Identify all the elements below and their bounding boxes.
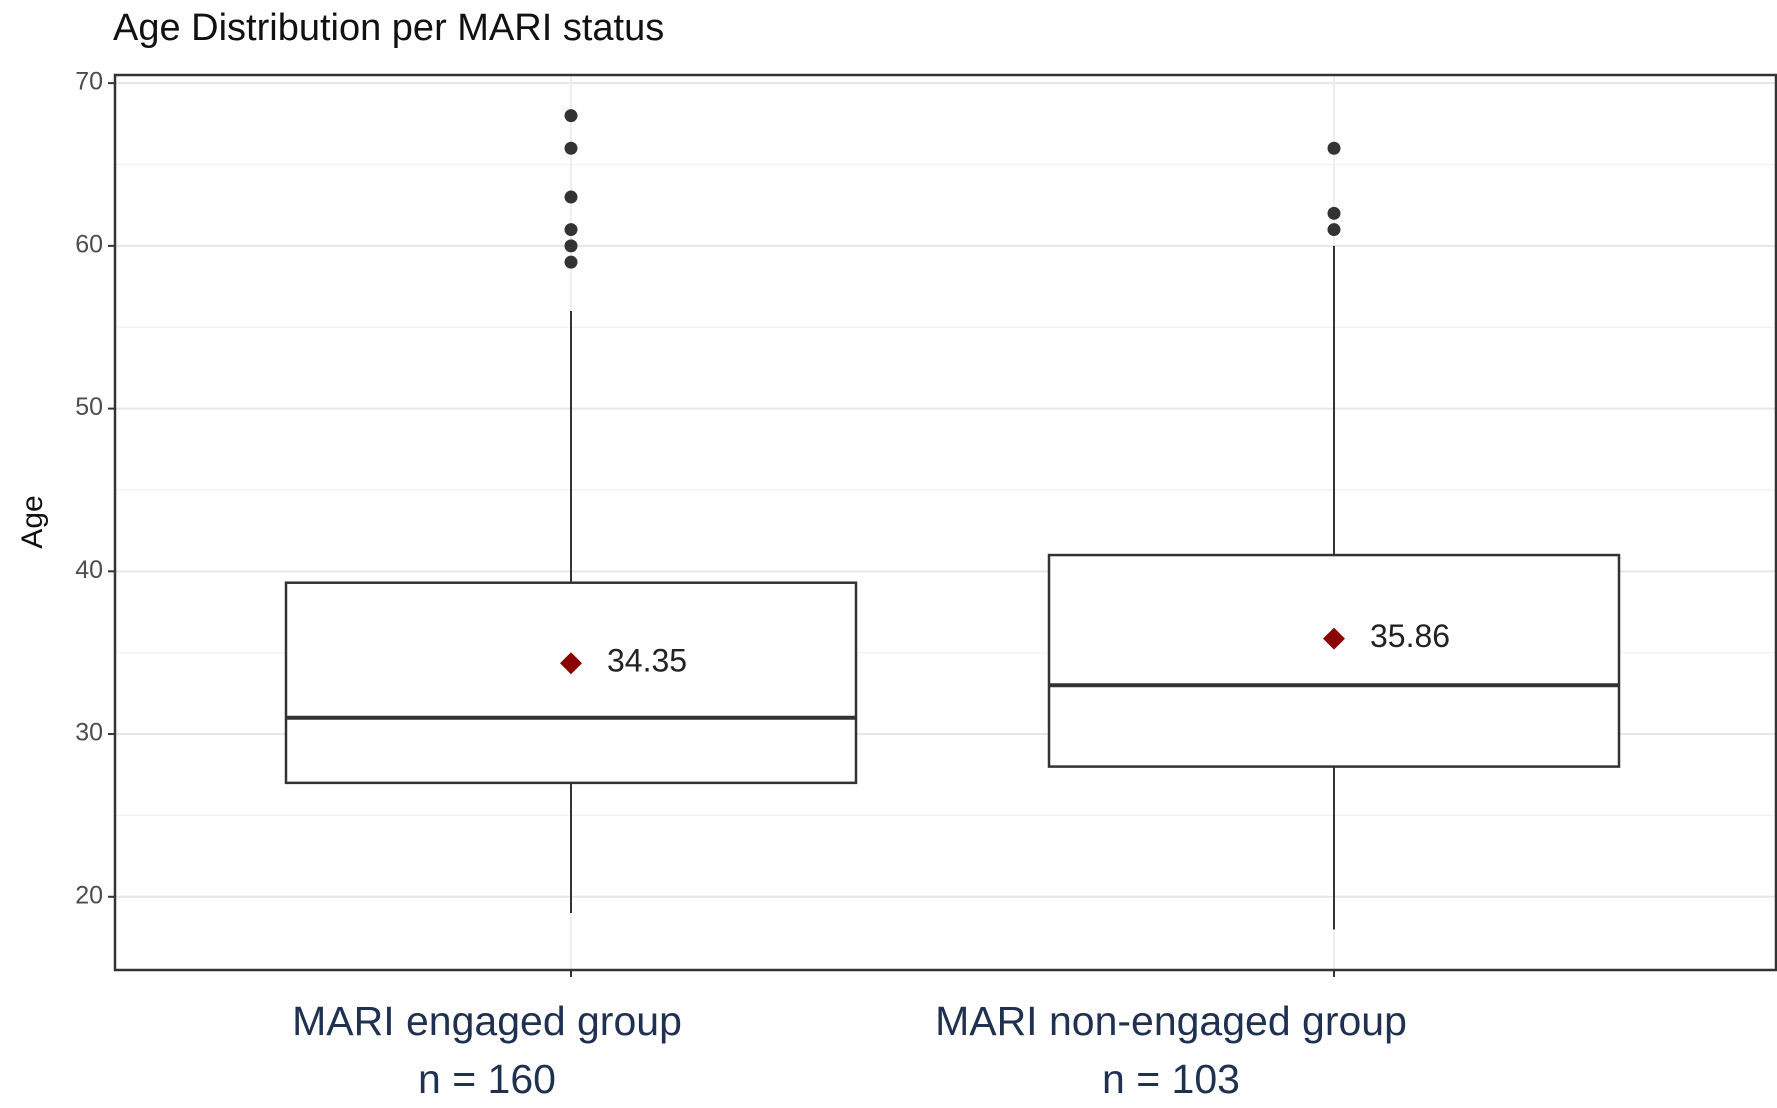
y-tick-label: 70 — [75, 68, 103, 96]
chart-title: Age Distribution per MARI status — [113, 7, 664, 49]
outlier — [564, 223, 578, 237]
outlier — [564, 190, 578, 204]
outlier — [1327, 141, 1341, 155]
x-tick-note: n = 160 — [418, 1056, 556, 1102]
outlier — [564, 239, 578, 253]
x-tick-note: n = 103 — [1102, 1056, 1240, 1102]
box — [284, 581, 858, 785]
box — [1047, 553, 1621, 768]
outlier — [564, 109, 578, 123]
x-tick-label: MARI engaged group — [292, 998, 682, 1044]
y-tick-label: 30 — [75, 719, 103, 747]
outlier — [1327, 206, 1341, 220]
outlier — [564, 141, 578, 155]
mean-marker — [1323, 627, 1345, 650]
y-axis-label: Age — [16, 495, 49, 548]
outlier — [564, 255, 578, 269]
y-tick-label: 40 — [75, 556, 103, 584]
y-tick-label: 60 — [75, 230, 103, 258]
y-tick-label: 20 — [75, 881, 103, 909]
mean-label: 34.35 — [607, 643, 687, 679]
mean-label: 35.86 — [1370, 618, 1450, 654]
y-tick-label: 50 — [75, 393, 103, 421]
plot-frame — [113, 73, 1777, 972]
mean-marker — [560, 652, 582, 675]
outlier — [1327, 223, 1341, 237]
x-tick-label: MARI non-engaged group — [935, 998, 1407, 1044]
